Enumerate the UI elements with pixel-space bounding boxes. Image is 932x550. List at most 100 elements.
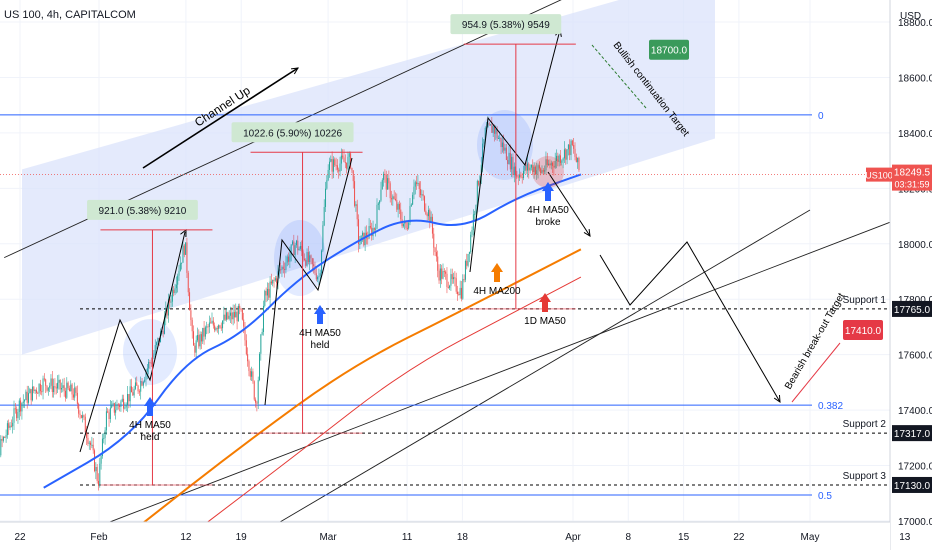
- candle-body: [269, 281, 271, 298]
- candle-body: [529, 167, 531, 171]
- candle-body: [266, 288, 268, 296]
- candle-body: [210, 322, 212, 324]
- candle-body: [206, 326, 208, 328]
- candle-body: [563, 149, 565, 159]
- price-tag-label: 17765.0: [894, 305, 931, 316]
- candle-body: [46, 385, 48, 391]
- candle-body: [479, 176, 481, 185]
- candle-body: [389, 183, 391, 199]
- candle-body: [51, 378, 53, 393]
- candle-body: [467, 253, 469, 266]
- candle-body: [412, 194, 414, 205]
- annotation-label: 4H MA50: [527, 205, 569, 216]
- candle-body: [445, 271, 447, 274]
- candle-body: [309, 255, 311, 262]
- candle-body: [199, 334, 201, 347]
- candle-body: [215, 328, 217, 331]
- candle-body: [334, 159, 336, 166]
- candle-body: [26, 391, 28, 403]
- candle-body: [4, 437, 6, 439]
- candle-body: [561, 160, 563, 163]
- candle-body: [354, 181, 356, 206]
- candle-body: [387, 178, 389, 190]
- candle-body: [375, 228, 377, 230]
- highlight-circle: [123, 319, 177, 385]
- candle-body: [94, 450, 96, 472]
- candle-body: [37, 392, 39, 394]
- candle-body: [285, 262, 287, 270]
- candle-body: [187, 272, 189, 293]
- candle-body: [400, 209, 402, 220]
- candle-body: [435, 252, 437, 257]
- candle-body: [178, 270, 180, 276]
- candle-body: [170, 301, 172, 303]
- candle-body: [391, 198, 393, 200]
- candle-body: [297, 240, 299, 251]
- candle-body: [422, 194, 424, 197]
- candle-body: [471, 230, 473, 235]
- target-line: [591, 44, 647, 109]
- candle-body: [364, 232, 366, 246]
- candle-body: [154, 345, 156, 354]
- annotation-arrow: [491, 263, 503, 282]
- candle-body: [21, 402, 23, 412]
- x-tick-label: Feb: [90, 532, 108, 543]
- candle-body: [376, 204, 378, 229]
- candle-body: [83, 415, 85, 417]
- candle-body: [394, 198, 396, 201]
- candle-body: [227, 312, 229, 319]
- candle-body: [272, 279, 274, 284]
- annotation-label: 4H MA50: [129, 420, 171, 431]
- y-tick-label: 17800.0: [898, 295, 932, 306]
- candle-body: [35, 389, 37, 393]
- candle-body: [332, 159, 334, 172]
- candle-body: [237, 305, 239, 322]
- candle-body: [546, 159, 548, 165]
- candle-body: [358, 219, 360, 245]
- candle-body: [108, 412, 110, 420]
- candle-body: [388, 178, 390, 184]
- candle-body: [163, 317, 165, 334]
- candle-body: [299, 246, 301, 249]
- candle-body: [84, 416, 86, 433]
- candle-body: [212, 320, 214, 326]
- candle-body: [463, 279, 465, 281]
- candle-body: [427, 209, 429, 217]
- candle-body: [464, 260, 466, 280]
- candle-body: [478, 180, 480, 185]
- candle-body: [490, 124, 492, 126]
- candle-body: [361, 232, 363, 236]
- candle-body: [571, 140, 573, 146]
- measure-label: 921.0 (5.38%) 9210: [99, 206, 187, 217]
- candle-body: [443, 271, 445, 273]
- candle-body: [186, 242, 188, 273]
- candle-body: [41, 391, 43, 393]
- candle-body: [290, 244, 292, 255]
- annotation-label: 1D MA50: [524, 316, 566, 327]
- candle-body: [292, 241, 294, 245]
- candle-body: [216, 328, 218, 330]
- x-tick-label: 15: [678, 532, 690, 543]
- candle-body: [321, 250, 323, 274]
- candle-body: [34, 389, 36, 391]
- candle-body: [371, 227, 373, 237]
- candle-body: [55, 387, 57, 389]
- candle-body: [10, 425, 12, 427]
- candle-body: [567, 144, 569, 150]
- candle-body: [359, 243, 361, 245]
- candle-body: [501, 142, 503, 148]
- candle-body: [274, 278, 276, 281]
- annotation-label: held: [141, 432, 160, 443]
- y-tick-label: 18600.0: [898, 73, 932, 84]
- candle-body: [446, 273, 448, 287]
- candle-body: [14, 408, 16, 410]
- candle-body: [373, 228, 375, 230]
- x-tick-label: 22: [733, 532, 745, 543]
- candle-body: [355, 204, 357, 206]
- candle-body: [442, 271, 444, 279]
- measure-box: [450, 14, 562, 35]
- candle-body: [578, 157, 580, 171]
- candle-body: [226, 312, 228, 320]
- candle-body: [49, 385, 51, 388]
- candle-body: [418, 183, 420, 190]
